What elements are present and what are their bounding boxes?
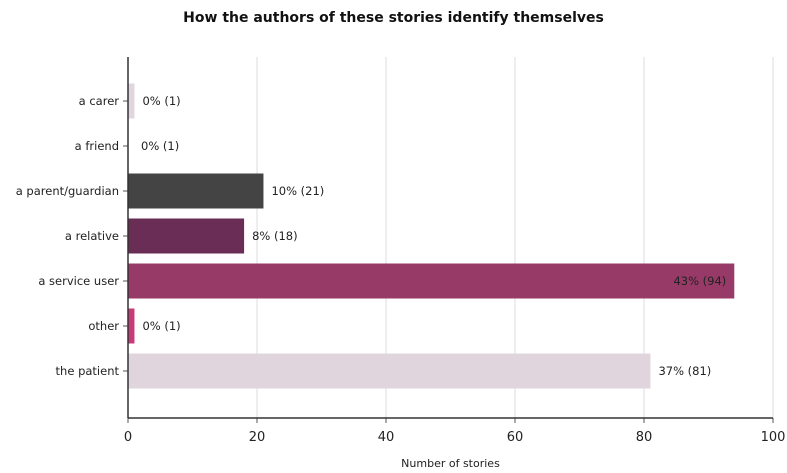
- data-label: 37% (81): [658, 364, 711, 378]
- category-label: a friend: [75, 139, 119, 153]
- bar: [128, 263, 735, 299]
- x-tick-label: 0: [124, 430, 132, 445]
- category-label: a relative: [65, 229, 119, 243]
- data-label: 0% (1): [142, 319, 180, 333]
- x-tick-label: 100: [761, 430, 786, 445]
- bars: [128, 83, 735, 389]
- bar: [128, 308, 135, 344]
- category-label: a parent/guardian: [16, 184, 119, 198]
- x-axis-title: Number of stories: [401, 457, 500, 470]
- category-label: a service user: [38, 274, 119, 288]
- category-label: a carer: [79, 94, 120, 108]
- data-label: 10% (21): [271, 184, 324, 198]
- data-label: 0% (1): [141, 139, 179, 153]
- x-tick-label: 20: [249, 430, 266, 445]
- category-label: other: [88, 319, 119, 333]
- x-tick-label: 80: [636, 430, 653, 445]
- category-label: the patient: [56, 364, 120, 378]
- bar: [128, 173, 264, 209]
- bar: [128, 83, 135, 119]
- chart-title: How the authors of these stories identif…: [183, 10, 604, 26]
- bar: [128, 353, 651, 389]
- x-tick-label: 40: [378, 430, 395, 445]
- labels: 0 20 40 60 80 100 a carer 0% (1) a friend 0% (1) a…: [16, 94, 786, 445]
- data-label: 43% (94): [673, 274, 726, 288]
- data-label: 8% (18): [252, 229, 298, 243]
- x-tick-label: 60: [507, 430, 524, 445]
- bar: [128, 218, 245, 254]
- axes: [123, 57, 774, 423]
- data-label: 0% (1): [142, 94, 180, 108]
